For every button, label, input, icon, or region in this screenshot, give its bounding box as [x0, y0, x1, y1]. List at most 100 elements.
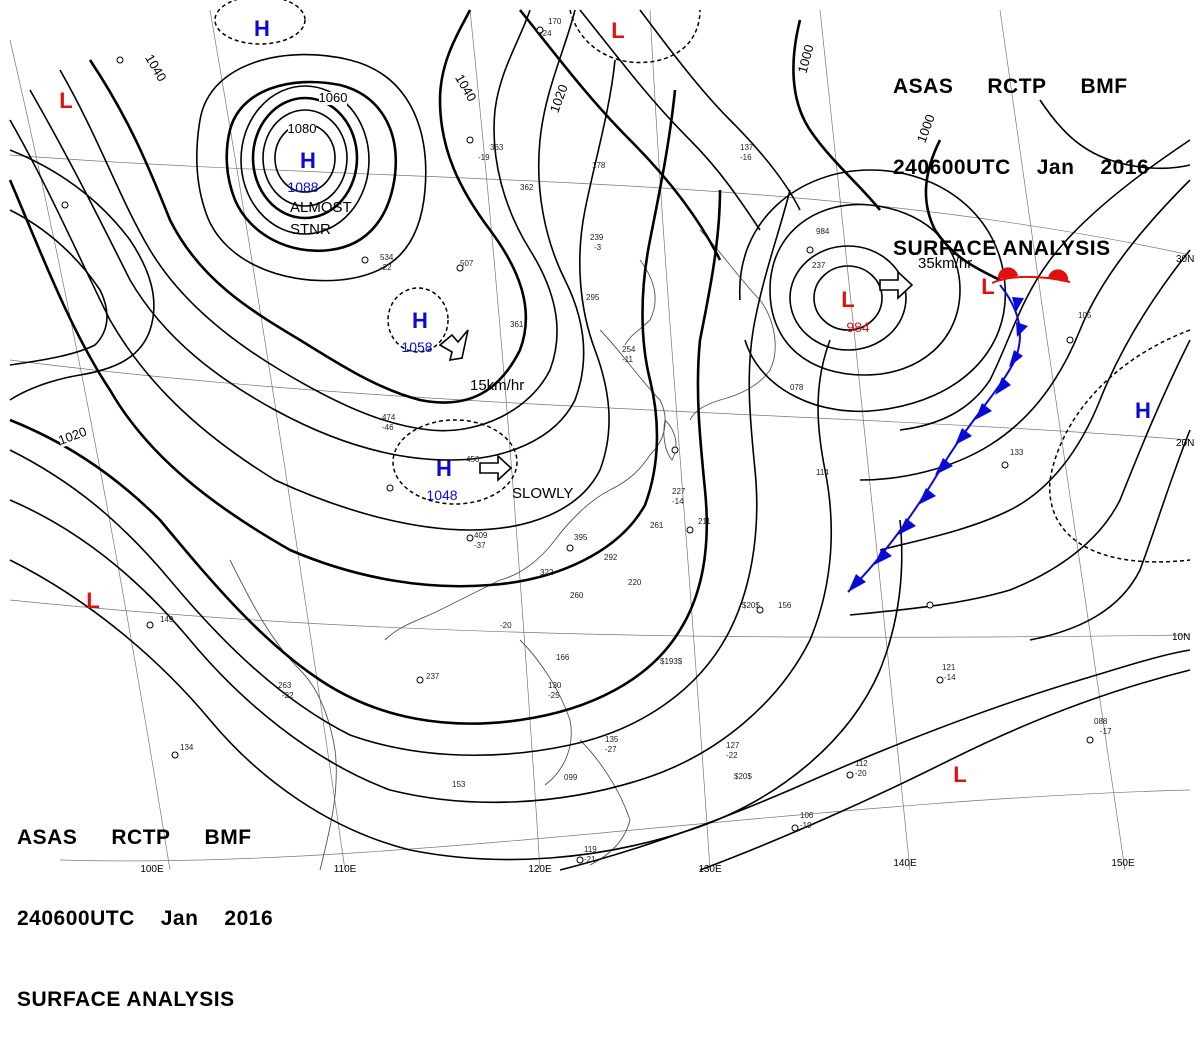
station-value: 295: [586, 293, 600, 302]
station-circle: [1001, 461, 1009, 469]
station-circle: [936, 676, 944, 684]
isobar-984: [813, 265, 883, 331]
station-value: -21: [584, 855, 596, 864]
japan-coast: [689, 229, 776, 421]
center-movement-note: ALMOST: [290, 199, 352, 216]
isobar-1004: [699, 669, 1191, 871]
center-movement-speed: SLOWLY: [512, 485, 573, 502]
header-line-1: ASAS RCTP BMF: [17, 824, 273, 851]
low-center-symbol: L: [611, 18, 624, 43]
isobar-1016: [9, 189, 791, 757]
meridian-110e: [209, 9, 346, 871]
cold-front-triangle: [1016, 322, 1028, 337]
station-circle: [1086, 736, 1094, 744]
station-value: -3: [594, 243, 602, 252]
station-value: 112: [855, 759, 868, 768]
station-circle: [756, 606, 764, 614]
station-circle: [686, 526, 694, 534]
station-value: 127: [726, 741, 740, 750]
station-circle: [116, 56, 124, 64]
dashed-ring-1058: [387, 287, 449, 353]
station-value: 149: [160, 615, 174, 624]
center-pressure-value: 1048: [426, 487, 457, 503]
station-value: 153: [452, 780, 466, 789]
isobar-1040: [88, 9, 528, 404]
cold-front-triangle: [848, 574, 866, 592]
header-year: 2016: [224, 907, 274, 930]
station-value: 237: [426, 672, 440, 681]
station-circle: [171, 751, 179, 759]
center-pressure-value: 1058: [401, 339, 432, 355]
low-center-symbol: L: [841, 287, 854, 312]
header-line-2: 240600UTC Jan 2016: [893, 154, 1149, 181]
station-circle: [846, 771, 854, 779]
station-value: 105: [1078, 311, 1092, 320]
isobar-north-2: [579, 9, 761, 231]
isobar-1012: [9, 339, 833, 804]
station-value: 130: [548, 681, 562, 690]
station-value: 220: [628, 578, 642, 587]
station-circle: [386, 484, 394, 492]
header-type: BMF: [204, 826, 252, 849]
arrow-15kmhr: [438, 329, 469, 361]
station-value: -19: [478, 153, 490, 162]
isobar-1060: [225, 80, 398, 253]
station-value: -20: [500, 621, 512, 630]
isobar-label-bg: [452, 72, 478, 104]
station-value: -14: [944, 673, 956, 682]
pressure-centers: H 1088 ALMOST STNR H 1058 15km/hr H 1048 SLOWLY L 9…: [59, 16, 1151, 787]
isobar-1036: [59, 9, 558, 432]
header-agency: ASAS: [17, 826, 78, 849]
cold-front-triangle: [995, 377, 1011, 395]
isobar-988: [789, 245, 907, 351]
station-value: 178: [592, 161, 606, 170]
center-movement-note: STNR: [290, 221, 331, 238]
station-value: 292: [604, 553, 618, 562]
station-value: 322: [540, 568, 554, 577]
station-circle: [466, 136, 474, 144]
station-value: 133: [1010, 448, 1024, 457]
header-center: RCTP: [987, 75, 1047, 98]
station-value: -14: [672, 497, 684, 506]
station-value: $193$: [660, 657, 683, 666]
low-center-symbol: L: [953, 762, 966, 787]
station-value: 088: [1094, 717, 1108, 726]
isobar-1000-ne: [924, 139, 1001, 282]
longitude-label: 100E: [140, 864, 164, 875]
isobar-front-1: [899, 139, 1191, 431]
longitude-label: 110E: [334, 864, 357, 875]
meridian-120e: [469, 9, 541, 871]
longitude-label: 140E: [893, 858, 917, 869]
station-value: 507: [460, 259, 474, 268]
station-value: -20: [855, 769, 867, 778]
station-circle: [1066, 336, 1074, 344]
station-value: 261: [650, 521, 664, 530]
station-symbols: [61, 26, 1094, 864]
header-type: BMF: [1080, 75, 1128, 98]
warm-front-semicircle: [997, 267, 1018, 279]
isobar-1032: [29, 9, 585, 461]
luzon-coast: [519, 639, 572, 786]
meridian-150e: [999, 9, 1126, 871]
station-circle: [146, 621, 154, 629]
isobar-value-label: 1000: [795, 43, 817, 75]
low-center-symbol: L: [981, 274, 994, 299]
longitude-label: 150E: [1111, 858, 1135, 869]
header-month: Jan: [160, 907, 199, 930]
station-value: -19: [800, 821, 812, 830]
low-center-symbol: L: [86, 588, 99, 613]
station-value: 237: [812, 261, 826, 270]
header-line-1: ASAS RCTP BMF: [893, 73, 1149, 100]
isobar-996: [739, 169, 1007, 413]
station-value: 135: [605, 735, 619, 744]
header-time: 240600UTC: [893, 156, 1011, 179]
warm-front-line: [991, 275, 1071, 284]
warm-front-semicircle: [1048, 269, 1069, 281]
isobar-1024: [8, 89, 677, 588]
latitude-label: 30N: [1176, 254, 1194, 265]
station-value: 362: [520, 183, 534, 192]
lat-long-grid: [9, 9, 1191, 871]
station-value: -17: [1100, 727, 1112, 736]
